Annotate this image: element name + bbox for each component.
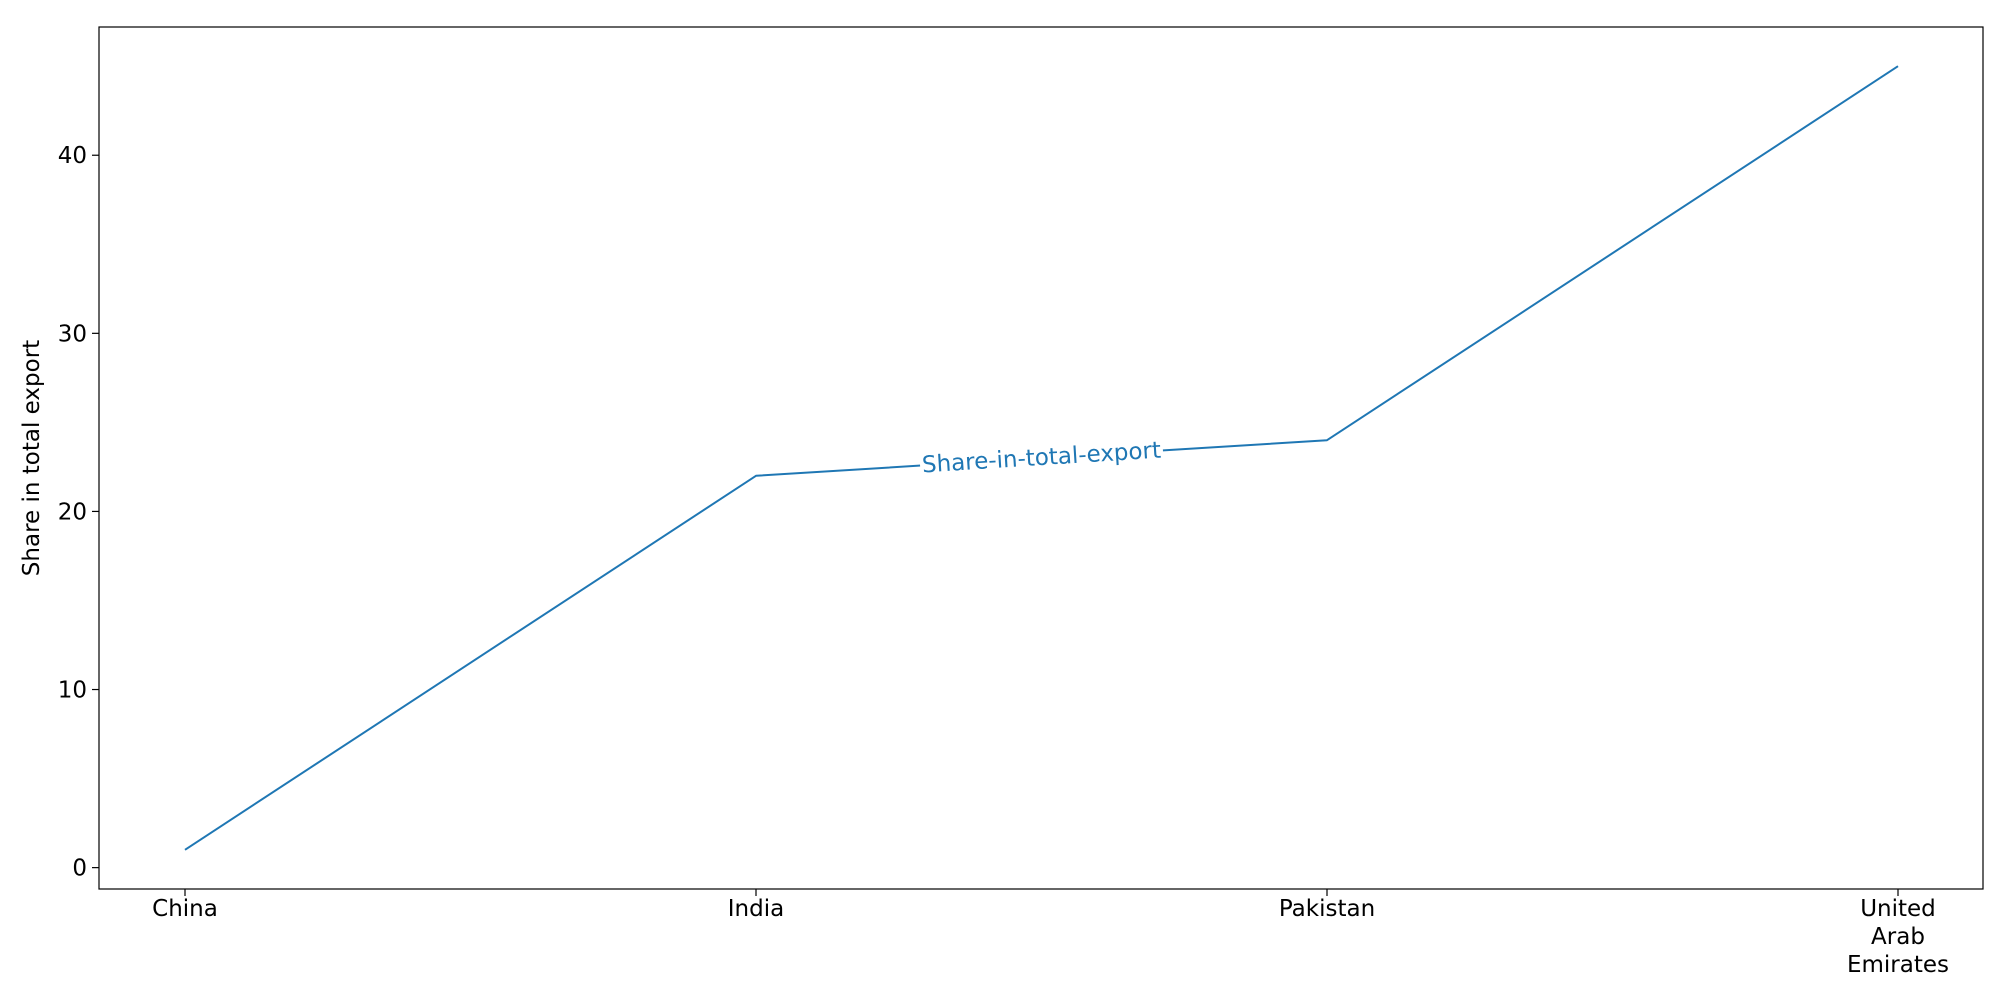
y-tick-label: 0 (72, 856, 87, 882)
series-layer: Share-in-total-export (184, 65, 1899, 851)
y-tick-label: 20 (58, 499, 87, 525)
x-tick-label: United Arab Emirates (1847, 896, 1949, 978)
y-axis-title: Share in total export (19, 340, 45, 576)
y-axis: 0 10 20 30 40 (58, 143, 99, 882)
y-tick-label: 30 (58, 321, 87, 347)
x-axis: China India Pakistan United Arab Emirates (152, 889, 1949, 978)
plot-area-frame (98, 26, 1984, 890)
y-tick-label: 10 (58, 678, 87, 704)
y-tick-label: 40 (58, 143, 87, 169)
x-tick-label: India (728, 896, 784, 922)
x-tick-label: China (152, 896, 218, 922)
series-inline-label: Share-in-total-export (921, 438, 1161, 479)
series-label-gap (919, 441, 1164, 475)
x-tick-label: Pakistan (1279, 896, 1375, 922)
